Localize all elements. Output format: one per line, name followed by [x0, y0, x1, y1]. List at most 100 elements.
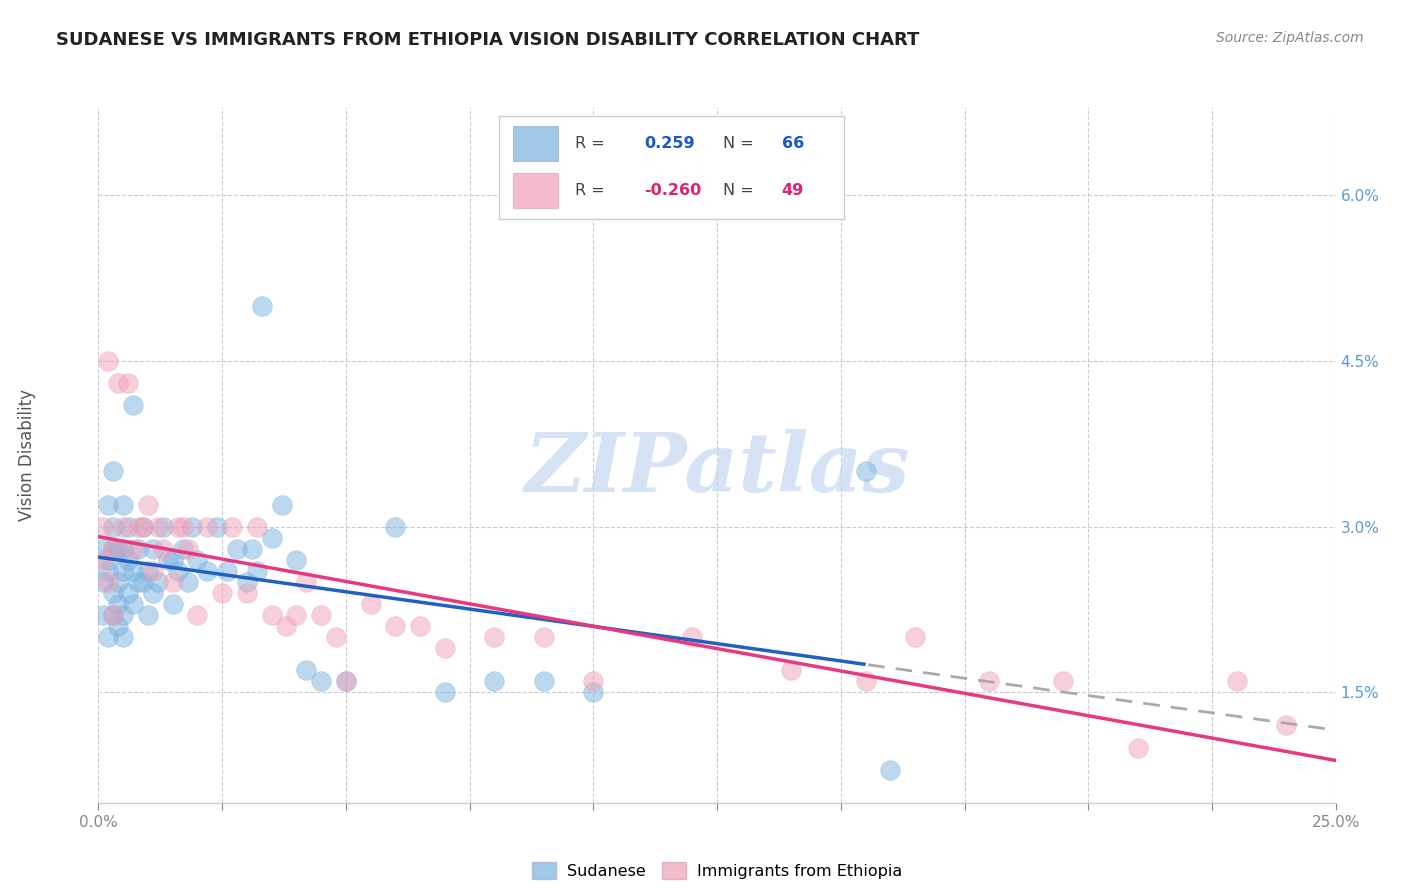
Point — [93, 608, 115, 623]
Point — [260, 531, 283, 545]
Point — [162, 553, 184, 567]
Point — [582, 685, 605, 699]
Point — [136, 564, 159, 578]
Point — [112, 498, 135, 512]
Point — [879, 763, 901, 777]
Point — [1226, 674, 1249, 689]
Point — [152, 541, 174, 556]
Point — [103, 519, 125, 533]
Text: R =: R = — [575, 136, 610, 151]
Point — [195, 519, 218, 533]
Legend: Sudanese, Immigrants from Ethiopia: Sudanese, Immigrants from Ethiopia — [526, 856, 908, 885]
Point — [127, 541, 149, 556]
Point — [211, 586, 233, 600]
Point — [93, 519, 115, 533]
Text: N =: N = — [723, 136, 759, 151]
Point — [122, 541, 145, 556]
Point — [172, 541, 194, 556]
Point — [295, 663, 318, 677]
Point — [146, 519, 169, 533]
Point — [107, 574, 129, 589]
Point — [103, 541, 125, 556]
Point — [176, 574, 198, 589]
Point — [221, 519, 243, 533]
Text: SUDANESE VS IMMIGRANTS FROM ETHIOPIA VISION DISABILITY CORRELATION CHART: SUDANESE VS IMMIGRANTS FROM ETHIOPIA VIS… — [56, 31, 920, 49]
Point — [260, 608, 283, 623]
Point — [166, 519, 188, 533]
FancyBboxPatch shape — [513, 173, 558, 208]
Point — [979, 674, 1001, 689]
Y-axis label: Vision Disability: Vision Disability — [18, 389, 37, 521]
Point — [409, 619, 432, 633]
Point — [276, 619, 298, 633]
Point — [122, 398, 145, 412]
Point — [226, 541, 249, 556]
Point — [127, 519, 149, 533]
Point — [127, 574, 149, 589]
Text: 0.259: 0.259 — [644, 136, 695, 151]
Point — [335, 674, 357, 689]
Point — [780, 663, 803, 677]
Point — [97, 574, 120, 589]
Point — [582, 674, 605, 689]
Point — [103, 608, 125, 623]
Point — [152, 519, 174, 533]
Point — [112, 608, 135, 623]
Point — [1126, 740, 1149, 755]
Point — [103, 608, 125, 623]
Point — [142, 564, 165, 578]
Point — [112, 541, 135, 556]
Point — [309, 674, 332, 689]
Text: 66: 66 — [782, 136, 804, 151]
Point — [162, 574, 184, 589]
Point — [309, 608, 332, 623]
Point — [384, 619, 406, 633]
Point — [93, 553, 115, 567]
Point — [97, 354, 120, 368]
Point — [132, 519, 155, 533]
Point — [246, 564, 269, 578]
Point — [855, 465, 877, 479]
Point — [142, 541, 165, 556]
Point — [107, 376, 129, 391]
Point — [246, 519, 269, 533]
Text: -0.260: -0.260 — [644, 184, 702, 198]
Point — [97, 564, 120, 578]
Point — [97, 498, 120, 512]
Point — [176, 541, 198, 556]
Point — [136, 608, 159, 623]
Point — [122, 597, 145, 611]
Point — [484, 630, 506, 644]
Point — [97, 630, 120, 644]
Point — [250, 299, 273, 313]
Point — [217, 564, 239, 578]
Point — [166, 564, 188, 578]
Point — [533, 674, 555, 689]
Point — [112, 519, 135, 533]
Point — [117, 586, 139, 600]
Point — [335, 674, 357, 689]
Point — [132, 574, 155, 589]
Point — [205, 519, 228, 533]
Point — [325, 630, 347, 644]
Point — [103, 541, 125, 556]
Point — [484, 674, 506, 689]
Point — [195, 564, 218, 578]
Point — [681, 630, 703, 644]
Point — [103, 586, 125, 600]
Point — [142, 586, 165, 600]
Point — [107, 619, 129, 633]
Point — [240, 541, 263, 556]
Point — [433, 641, 456, 656]
Point — [1275, 718, 1298, 732]
Point — [132, 519, 155, 533]
Point — [146, 574, 169, 589]
Text: ZIPatlas: ZIPatlas — [524, 429, 910, 508]
Point — [285, 608, 308, 623]
Text: N =: N = — [723, 184, 759, 198]
Point — [112, 564, 135, 578]
Point — [162, 597, 184, 611]
Point — [107, 597, 129, 611]
Point — [186, 553, 208, 567]
Text: 49: 49 — [782, 184, 804, 198]
